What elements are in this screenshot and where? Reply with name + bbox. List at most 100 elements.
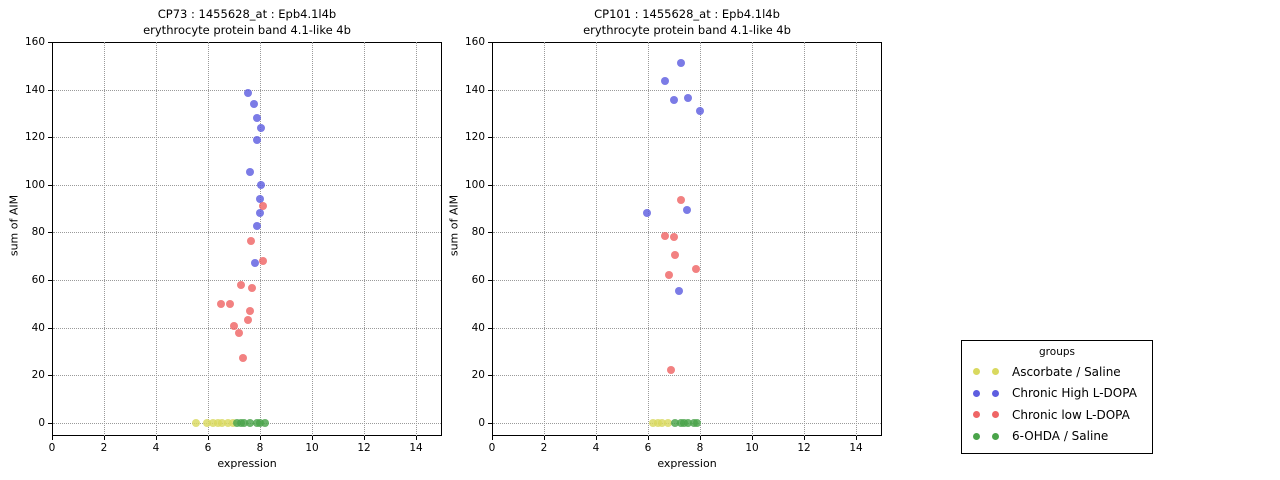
tick-mark bbox=[488, 279, 492, 281]
tick-mark bbox=[208, 436, 209, 440]
tick-mark bbox=[648, 436, 649, 440]
data-point bbox=[671, 250, 680, 259]
legend-marker-icon bbox=[992, 432, 999, 440]
data-point bbox=[249, 99, 258, 108]
tick-mark bbox=[104, 436, 105, 440]
data-point bbox=[246, 236, 255, 245]
gridline bbox=[208, 42, 209, 436]
data-point bbox=[658, 418, 667, 427]
tick-mark bbox=[48, 375, 52, 377]
tick-mark bbox=[804, 436, 805, 440]
tick-mark bbox=[364, 436, 365, 440]
tick-mark bbox=[48, 232, 52, 234]
data-point bbox=[258, 202, 267, 211]
tick-mark bbox=[488, 232, 492, 234]
chart-title-line1: CP73 : 1455628_at : Epb4.1l4b bbox=[157, 7, 337, 21]
data-point bbox=[256, 209, 264, 218]
gridline bbox=[700, 42, 701, 436]
tick-mark bbox=[856, 436, 857, 440]
tick-label: 12 bbox=[357, 442, 371, 454]
tick-label: 6 bbox=[644, 442, 652, 454]
data-point bbox=[649, 418, 658, 427]
tick-label: 12 bbox=[797, 442, 811, 454]
gridline bbox=[104, 42, 105, 436]
tick-label: 0 bbox=[488, 442, 496, 454]
gridline bbox=[493, 89, 881, 91]
data-point bbox=[244, 316, 253, 325]
tick-mark bbox=[752, 436, 753, 440]
gridline bbox=[53, 137, 441, 139]
data-point bbox=[245, 418, 254, 427]
data-point bbox=[696, 106, 704, 115]
tick-mark bbox=[488, 89, 492, 91]
chart-title-line2: erythrocyte protein band 4.1-like 4b bbox=[143, 22, 351, 37]
data-point bbox=[202, 418, 211, 427]
data-point bbox=[257, 123, 266, 132]
legend-entry-label: Ascorbate / Saline bbox=[1012, 364, 1121, 379]
data-point bbox=[223, 418, 232, 427]
gridline bbox=[493, 279, 881, 281]
tick-mark bbox=[52, 436, 53, 440]
gridline bbox=[156, 42, 157, 436]
legend-entries: Ascorbate / Saline Chronic High L-DOPA Chr… bbox=[962, 361, 1152, 447]
tick-label: 160 bbox=[24, 36, 45, 48]
tick-label: 80 bbox=[471, 226, 485, 239]
tick-mark bbox=[48, 327, 52, 329]
data-point bbox=[226, 299, 235, 308]
legend-marker-icon bbox=[973, 368, 980, 376]
gridline bbox=[312, 42, 313, 436]
x-axis-label-cp73: expression bbox=[217, 457, 277, 470]
gridline bbox=[493, 232, 881, 234]
tick-label: 40 bbox=[471, 321, 485, 334]
data-point bbox=[660, 77, 669, 86]
tick-label: 4 bbox=[152, 442, 160, 454]
chart-title-cp101: CP101 : 1455628_at : Epb4.1l4b erythrocyt… bbox=[583, 7, 791, 38]
tick-label: 100 bbox=[24, 178, 45, 191]
tick-label: 160 bbox=[464, 36, 485, 48]
data-point bbox=[692, 265, 701, 274]
plot-area-cp101 bbox=[492, 42, 882, 436]
data-point bbox=[192, 418, 201, 427]
legend-title: groups bbox=[1039, 346, 1075, 358]
legend-marker-icon bbox=[992, 389, 999, 397]
legend-marker-icon bbox=[992, 368, 999, 376]
tick-label: 20 bbox=[31, 369, 45, 382]
chart-title-cp73: CP73 : 1455628_at : Epb4.1l4b erythrocyte… bbox=[143, 7, 351, 38]
chart-title-line2: erythrocyte protein band 4.1-like 4b bbox=[583, 22, 791, 37]
tick-mark bbox=[492, 436, 493, 440]
legend-marker-icon bbox=[973, 389, 980, 397]
y-axis-label-cp73: sum of AIM bbox=[7, 194, 21, 257]
tick-label: 10 bbox=[745, 442, 759, 454]
tick-label: 120 bbox=[24, 131, 45, 144]
data-point bbox=[253, 114, 262, 123]
tick-label: 0 bbox=[48, 442, 56, 454]
gridline bbox=[493, 375, 881, 377]
tick-mark bbox=[48, 422, 52, 424]
data-point bbox=[642, 209, 651, 218]
data-point bbox=[256, 195, 264, 204]
tick-label: 40 bbox=[31, 321, 45, 334]
tick-mark bbox=[488, 422, 492, 424]
data-point bbox=[684, 93, 693, 102]
tick-label: 4 bbox=[592, 442, 600, 454]
gridline bbox=[416, 42, 417, 436]
tick-mark bbox=[544, 436, 545, 440]
chart-title-line1: CP101 : 1455628_at : Epb4.1l4b bbox=[594, 7, 780, 21]
gridline bbox=[53, 279, 441, 281]
tick-label: 120 bbox=[464, 131, 485, 144]
data-point bbox=[693, 418, 702, 427]
tick-label: 8 bbox=[256, 442, 264, 454]
gridline bbox=[53, 232, 441, 234]
tick-mark bbox=[596, 436, 597, 440]
gridline bbox=[493, 327, 881, 329]
tick-mark bbox=[700, 436, 701, 440]
data-point bbox=[236, 280, 245, 289]
legend: groups Ascorbate / Saline Chronic High L-… bbox=[961, 340, 1153, 454]
tick-mark bbox=[48, 279, 52, 281]
tick-mark bbox=[48, 184, 52, 186]
tick-label: 60 bbox=[31, 273, 45, 286]
tick-label: 20 bbox=[471, 369, 485, 382]
data-point bbox=[660, 231, 669, 240]
y-axis-label-cp101: sum of AIM bbox=[447, 194, 461, 257]
